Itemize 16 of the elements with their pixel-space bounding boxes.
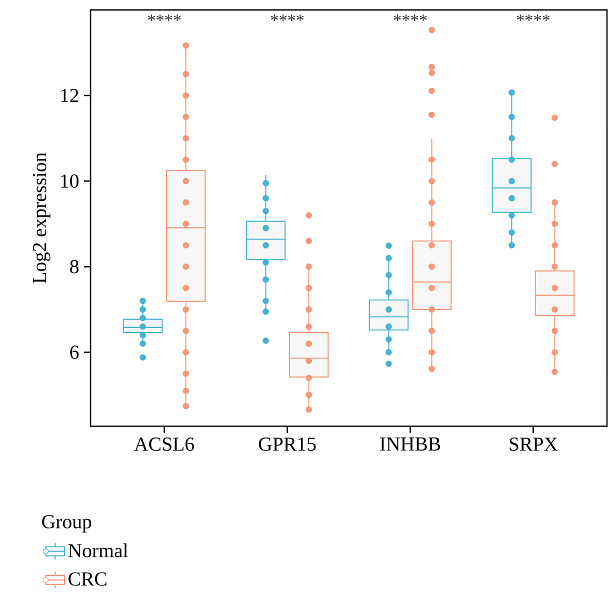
annotation: **** bbox=[516, 14, 550, 22]
legend-label: CRC bbox=[68, 572, 106, 586]
annotation: **** bbox=[394, 14, 427, 22]
y-tick-label: 12 bbox=[61, 89, 78, 102]
x-tick-label: GPR15 bbox=[258, 438, 316, 451]
y-axis-title: Log2 expression bbox=[32, 152, 50, 284]
legend-title: Group bbox=[42, 515, 92, 533]
y-tick-label: 8 bbox=[70, 260, 79, 274]
y-tick-label: 6 bbox=[70, 346, 79, 360]
legend-label: Normal bbox=[68, 544, 128, 558]
x-tick-label: INHBB bbox=[380, 438, 440, 451]
annotation: **** bbox=[270, 14, 304, 22]
x-tick-label: ACSL6 bbox=[134, 438, 194, 451]
x-tick-label: SRPX bbox=[510, 438, 558, 451]
annotation: **** bbox=[148, 14, 181, 22]
y-tick-label: 10 bbox=[61, 174, 79, 188]
